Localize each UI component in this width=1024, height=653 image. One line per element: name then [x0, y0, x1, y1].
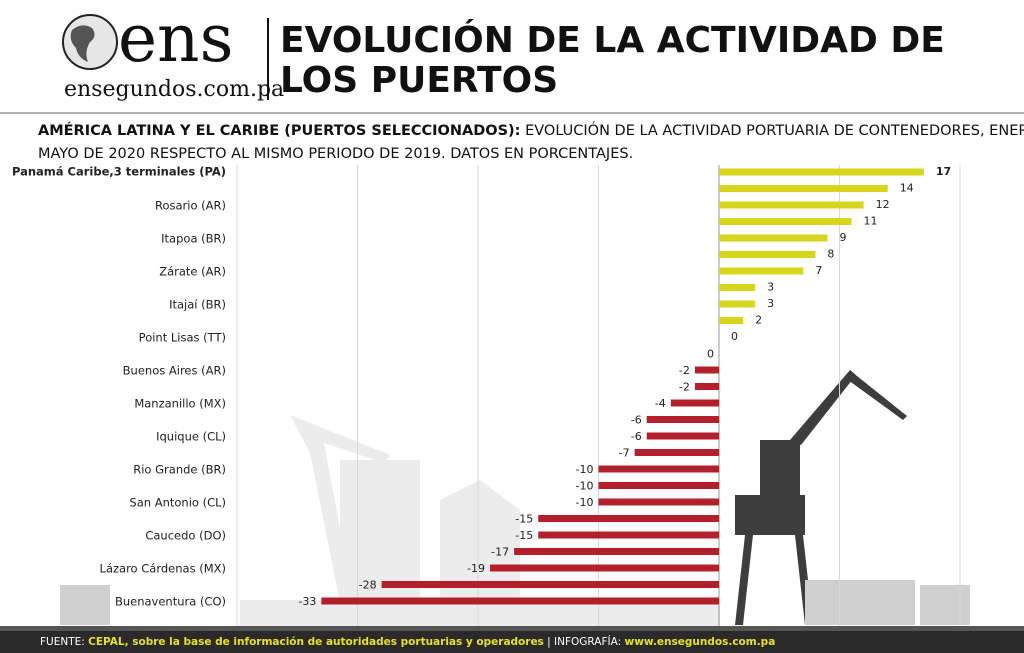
footer: FUENTE: CEPAL, sobre la base de informac…: [40, 635, 775, 648]
bar: [694, 383, 719, 390]
y-tick-label: Zárate (AR): [159, 265, 226, 279]
bar: [719, 317, 744, 324]
bar: [490, 564, 719, 572]
value-label: -6: [631, 430, 642, 443]
globe-land: [70, 25, 95, 62]
bar: [514, 548, 719, 555]
value-label: -28: [359, 579, 377, 592]
bar: [719, 185, 888, 192]
bar: [381, 581, 719, 588]
value-label: 7: [815, 264, 822, 277]
value-label: -2: [679, 364, 690, 377]
value-label: 11: [864, 215, 878, 228]
value-label: -19: [467, 562, 485, 575]
y-tick-label: Manzanillo (MX): [134, 397, 226, 411]
subtitle-text: EVOLUCIÓN DE LA ACTIVIDAD PORTUARIA DE C…: [525, 121, 1024, 139]
bar: [646, 416, 719, 423]
footer-sep: | INFOGRAFÍA:: [547, 635, 621, 648]
site-name: ensegundos.com.pa: [64, 77, 284, 102]
y-tick-label: San Antonio (CL): [129, 496, 226, 510]
value-label: 3: [767, 297, 774, 310]
y-tick-label: Point Lisas (TT): [139, 331, 226, 345]
bar: [538, 531, 719, 539]
subtitle: MAYO DE 2020 RESPECTO AL MISMO PERIODO D…: [38, 146, 633, 162]
bar: [719, 267, 804, 275]
y-tick-label: Buenaventura (CO): [115, 595, 226, 609]
value-label: 3: [767, 281, 774, 294]
value-label: 0: [731, 330, 738, 343]
bar: [538, 515, 719, 522]
value-label: 0: [707, 348, 714, 361]
bar: [670, 399, 719, 407]
y-tick-label: Iquique (CL): [156, 430, 226, 444]
y-tick-label: Lázaro Cárdenas (MX): [100, 562, 226, 576]
value-label: 12: [876, 198, 890, 211]
footer-credit: www.ensegundos.com.pa: [625, 636, 776, 648]
bar: [694, 366, 719, 374]
footer-source: CEPAL, sobre la base de información de a…: [88, 636, 544, 648]
y-tick-label: Rio Grande (BR): [133, 463, 226, 477]
footer-source-label: FUENTE:: [40, 636, 85, 648]
ground: [0, 626, 1024, 631]
logo: ens: [118, 0, 233, 77]
chart: Panamá Caribe,3 terminales (PA) 17 14 Rosar…: [12, 165, 961, 626]
value-label: -7: [619, 447, 630, 460]
value-label: -2: [679, 381, 690, 394]
subtitle: AMÉRICA LATINA Y EL CARIBE (PUERTOS SELE…: [38, 121, 1024, 139]
value-label: -15: [515, 513, 533, 526]
value-label: -10: [576, 480, 594, 493]
containers: [60, 580, 970, 625]
bar: [719, 201, 864, 209]
y-tick-label: Itajaí (BR): [169, 298, 226, 312]
title: EVOLUCIÓN DE LA ACTIVIDAD DE: [280, 19, 945, 61]
bar: [719, 218, 852, 225]
bar: [719, 284, 756, 291]
bar: [646, 432, 719, 440]
bar: [719, 300, 756, 308]
value-label: 9: [839, 231, 846, 244]
subtitle-bold: AMÉRICA LATINA Y EL CARIBE (PUERTOS SELE…: [38, 122, 520, 139]
value-label: 8: [827, 248, 834, 261]
value-label: 2: [755, 314, 762, 327]
value-label: 17: [936, 165, 951, 178]
value-label: -4: [655, 397, 666, 410]
bar: [719, 234, 828, 242]
title: LOS PUERTOS: [280, 60, 558, 101]
bar: [598, 498, 719, 506]
y-tick-label: Panamá Caribe,3 terminales (PA): [12, 165, 226, 179]
value-label: -10: [576, 463, 594, 476]
bar: [598, 465, 719, 473]
value-label: -17: [491, 546, 509, 559]
bar: [321, 597, 719, 605]
value-label: -10: [576, 496, 594, 509]
y-tick-label: Rosario (AR): [155, 199, 226, 213]
y-tick-label: Buenos Aires (AR): [123, 364, 226, 378]
y-tick-label: Caucedo (DO): [145, 529, 226, 543]
bar: [719, 168, 924, 176]
bar: [598, 482, 719, 489]
bar: [634, 449, 719, 456]
value-label: 14: [900, 182, 914, 195]
footer-bar: [0, 631, 1024, 653]
value-label: -15: [515, 529, 533, 542]
bar: [719, 251, 816, 258]
value-label: -33: [298, 595, 316, 608]
y-tick-label: Itapoa (BR): [161, 232, 226, 246]
value-label: -6: [631, 414, 642, 427]
